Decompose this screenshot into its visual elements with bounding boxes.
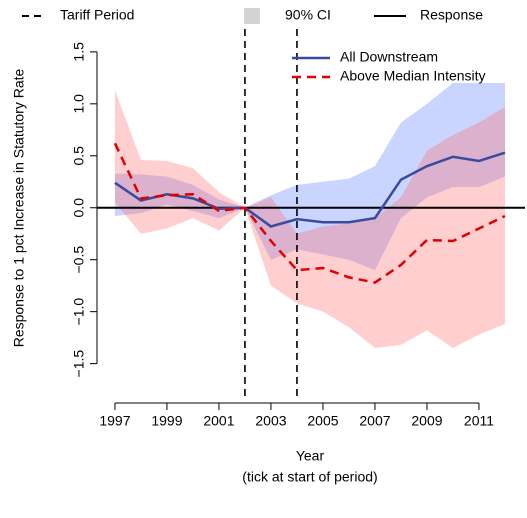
legend-key [244,8,260,24]
x-tick-label: 2005 [307,413,338,429]
legend-label: 90% CI [285,7,331,23]
legend-label: All Downstream [340,49,438,65]
series-line [114,151,506,228]
legend-label: Above Median Intensity [340,68,486,84]
ci-band [114,90,505,349]
y-tick-label: 1.0 [71,94,87,114]
x-tick-label: 2011 [464,413,494,429]
y-tick-label: −1.0 [71,298,87,326]
x-tick-label: 2001 [203,413,234,429]
legend-label: Response [420,7,483,23]
x-tick-label: 2007 [359,413,390,429]
x-tick-label: 2009 [411,413,442,429]
y-tick-label: 0.5 [71,146,87,166]
x-axis-title: Year [296,448,325,464]
y-tick-label: −0.5 [71,246,87,274]
y-tick-label: 0.0 [71,198,87,218]
ci-band [114,83,505,271]
x-axis-subtitle: (tick at start of period) [242,469,377,485]
y-tick-label: −1.5 [71,350,87,378]
legend-label: Tariff Period [60,7,134,23]
y-axis-title: Response to 1 pct Increase in Statutory … [11,68,27,347]
y-tick-label: 1.5 [71,42,87,62]
x-tick-label: 1997 [99,413,130,429]
x-tick-label: 1999 [151,413,182,429]
series-line [113,142,506,284]
x-tick-label: 2003 [255,413,286,429]
